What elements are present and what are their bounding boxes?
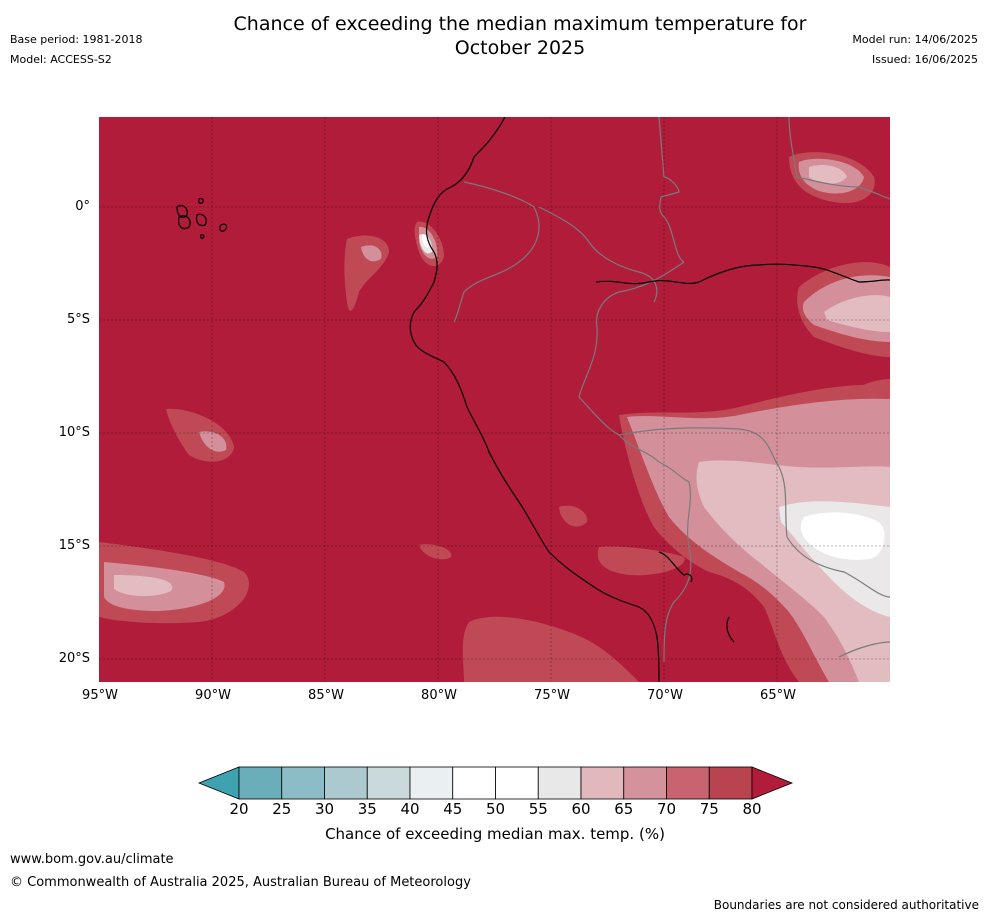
colorbar-swatch: [324, 766, 368, 800]
colorbar-swatch: [495, 766, 539, 800]
colorbar-tick-label: 60: [571, 800, 591, 818]
colorbar-swatch: [366, 766, 411, 800]
issued-date: Issued: 16/06/2025: [871, 53, 978, 66]
model-run: Model run: 14/06/2025: [852, 33, 978, 46]
colorbar-tick-label: 50: [485, 800, 506, 818]
base-period: Base period: 1981-2018: [10, 33, 143, 46]
colorbar-tick-label: 65: [614, 800, 634, 818]
lon-label-70w: 70°W: [647, 688, 683, 703]
colorbar-swatch: [452, 766, 496, 800]
colorbar-tick-label: 55: [528, 800, 548, 818]
lat-label-5s: 5°S: [66, 312, 90, 327]
lat-label-10s: 10°S: [58, 425, 90, 440]
lat-label-0: 0°: [75, 199, 90, 214]
colorbar-swatch: [537, 766, 582, 800]
coastline: [176, 117, 890, 682]
lon-label-95w: 95°W: [82, 688, 118, 703]
lat-label-15s: 15°S: [58, 538, 90, 553]
colorbar-tick-label: 70: [656, 800, 677, 818]
colorbar-swatch: [708, 766, 753, 800]
colorbar-tick-label: 45: [443, 800, 463, 818]
colorbar-tick-label: 40: [400, 800, 420, 818]
country-borders: [453, 117, 890, 663]
lon-label-65w: 65°W: [760, 688, 796, 703]
island-group: [176, 197, 228, 239]
colorbar-swatch: [623, 766, 667, 800]
lat-label-20s: 20°S: [58, 651, 90, 666]
contour-55: [422, 234, 885, 560]
colorbar-tick-label: 75: [699, 800, 719, 818]
colorbar-tick-label: 25: [272, 800, 292, 818]
colorbar-swatch: [666, 766, 710, 800]
colorbar-tick-label: 30: [314, 800, 335, 818]
colorbar-tick-label: 20: [229, 800, 249, 818]
colorbar-extend-low: [197, 766, 240, 800]
lon-label-80w: 80°W: [421, 688, 457, 703]
title-line-2: October 2025: [454, 37, 586, 59]
map-title: Chance of exceeding the median maximum t…: [150, 12, 890, 60]
colorbar-swatch: [580, 766, 625, 800]
colorbar-extend-high: [751, 766, 794, 800]
footer-url: www.bom.gov.au/climate: [10, 852, 174, 867]
lon-label-90w: 90°W: [195, 688, 231, 703]
model-name: Model: ACCESS-S2: [10, 53, 112, 66]
colorbar-label: Chance of exceeding median max. temp. (%…: [325, 825, 665, 843]
probability-map: [99, 117, 890, 682]
colorbar-tick-label: 35: [357, 800, 377, 818]
colorbar-swatch: [409, 766, 454, 800]
title-line-1: Chance of exceeding the median maximum t…: [233, 13, 807, 35]
meta-left: Base period: 1981-2018 Model: ACCESS-S2: [10, 30, 142, 70]
lon-label-75w: 75°W: [534, 688, 570, 703]
meta-right: Model run: 14/06/2025 Issued: 16/06/2025: [852, 30, 978, 70]
colorbar: [197, 766, 794, 800]
lon-label-85w: 85°W: [308, 688, 344, 703]
colorbar-tick-label: 80: [742, 800, 762, 818]
colorbar-swatches: [197, 766, 794, 800]
boundary-disclaimer: Boundaries are not considered authoritat…: [713, 898, 979, 912]
footer-copyright: © Commonwealth of Australia 2025, Austra…: [10, 875, 471, 890]
colorbar-swatch: [281, 766, 325, 800]
colorbar-swatch: [238, 766, 283, 800]
